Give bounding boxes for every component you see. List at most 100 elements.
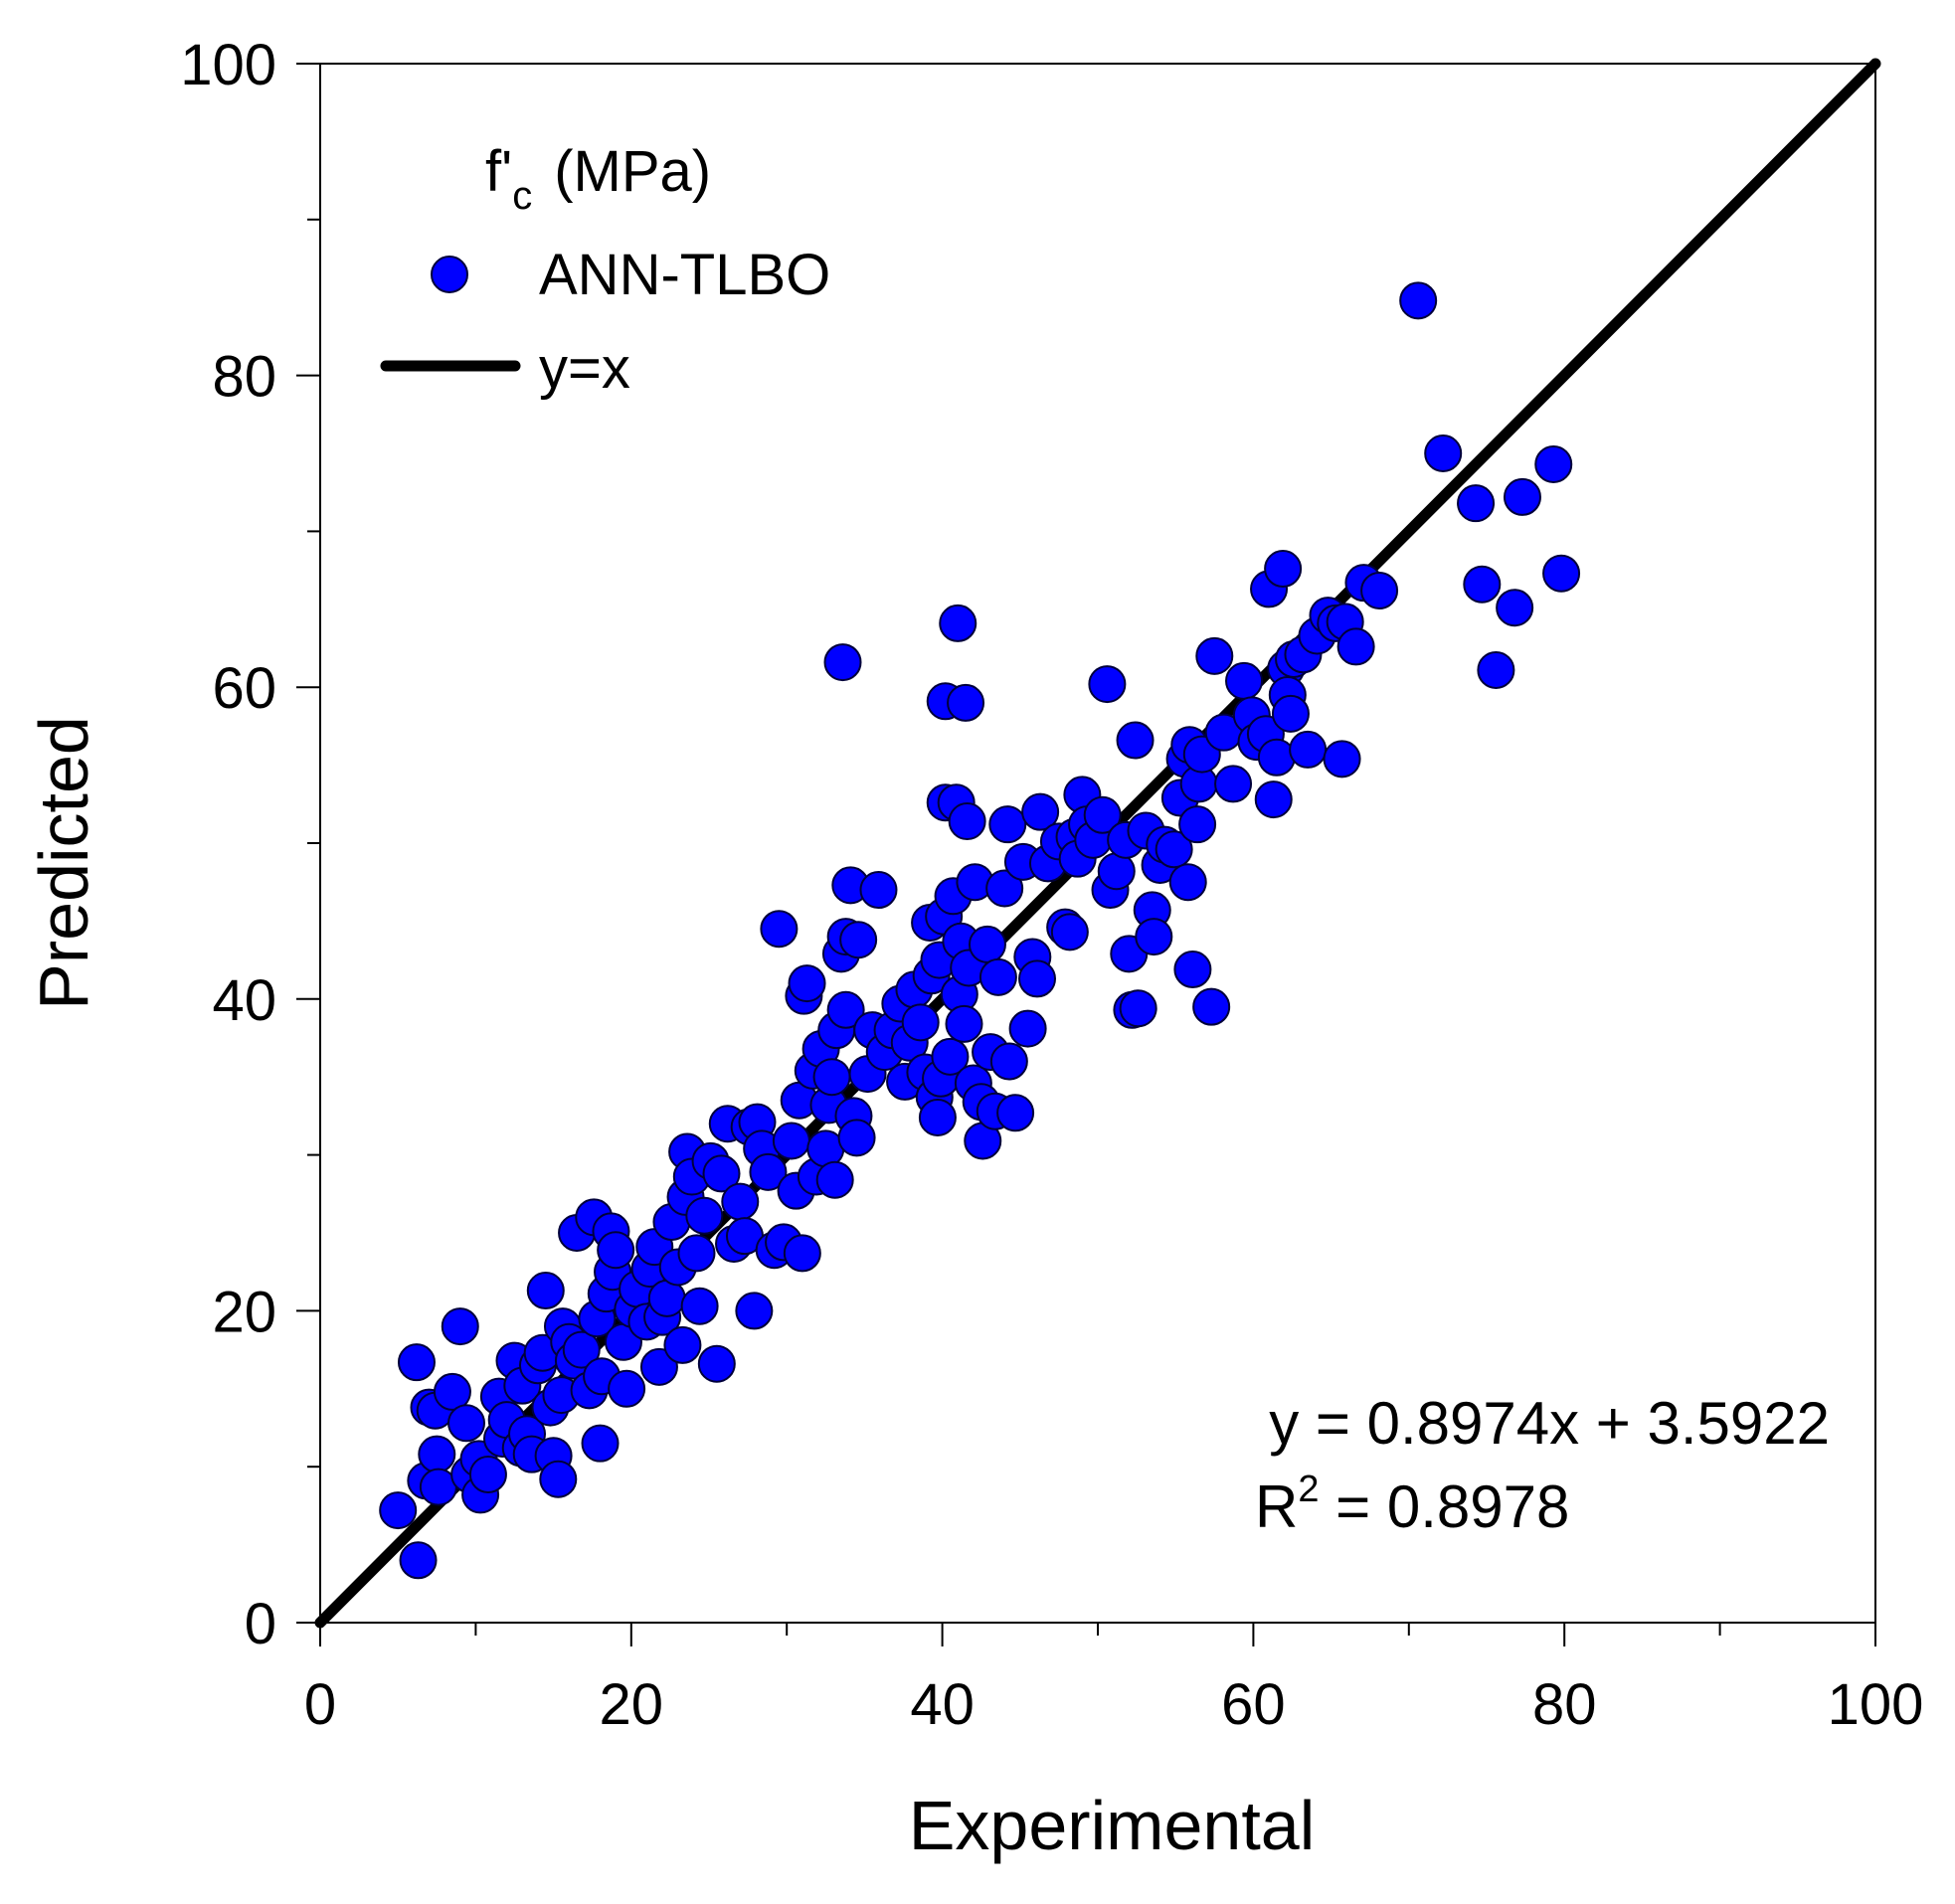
data-point: [702, 1154, 741, 1193]
x-tick-label: 0: [304, 1672, 336, 1737]
data-point: [539, 1460, 578, 1498]
data-point: [608, 1369, 646, 1408]
data-point: [562, 1330, 601, 1369]
data-point: [418, 1435, 456, 1473]
data-point: [1271, 694, 1310, 733]
data-point: [735, 1292, 774, 1330]
y-tick-label: 0: [245, 1592, 276, 1656]
y-tick-label: 60: [212, 656, 276, 721]
data-point: [663, 1325, 702, 1364]
data-point: [1008, 1009, 1047, 1048]
data-point: [1503, 477, 1541, 516]
y-tick-label: 20: [212, 1280, 276, 1344]
data-point: [859, 871, 898, 910]
data-point: [1135, 918, 1173, 956]
data-point: [1119, 989, 1157, 1028]
r-squared-prefix: R: [1255, 1473, 1298, 1540]
data-point: [468, 1456, 507, 1494]
data-point: [1257, 738, 1296, 777]
data-point: [1173, 951, 1212, 989]
data-point: [760, 910, 799, 949]
data-point: [1192, 987, 1231, 1026]
data-point: [685, 1196, 724, 1235]
data-point: [749, 1152, 788, 1191]
data-point: [447, 1404, 486, 1443]
data-point: [968, 925, 1006, 963]
data-point: [1336, 627, 1375, 666]
data-point: [1424, 434, 1463, 472]
data-point: [526, 1272, 565, 1310]
legend-title-main: f': [485, 139, 512, 204]
data-point: [812, 1058, 851, 1097]
data-point: [1018, 959, 1057, 998]
data-point: [639, 1347, 678, 1386]
data-point: [839, 921, 878, 959]
data-point: [1178, 805, 1217, 844]
data-point: [397, 1343, 436, 1382]
data-point: [978, 957, 1017, 996]
legend-label-ann-tlbo: ANN-TLBO: [539, 243, 830, 307]
data-point: [1225, 661, 1264, 700]
data-point: [823, 643, 862, 682]
data-point: [1264, 550, 1303, 589]
x-axis-title: Experimental: [909, 1787, 1316, 1864]
data-point: [837, 1119, 876, 1157]
data-point: [399, 1541, 438, 1580]
data-point: [680, 1287, 719, 1325]
r-squared-superscript: 2: [1298, 1469, 1319, 1510]
data-point: [1323, 740, 1361, 779]
x-tick-label: 60: [1221, 1672, 1286, 1737]
data-point: [721, 1182, 760, 1221]
y-tick-label: 40: [212, 968, 276, 1033]
x-tick-label: 100: [1828, 1672, 1924, 1737]
y-tick-label: 80: [212, 345, 276, 410]
data-point: [597, 1231, 635, 1270]
data-point: [1477, 650, 1515, 689]
data-point: [1214, 765, 1253, 803]
legend-marker-ann-tlbo: [431, 256, 468, 293]
data-point: [1542, 554, 1581, 593]
y-axis-title: Predicted: [25, 716, 102, 1010]
data-point: [989, 1042, 1028, 1081]
data-point: [1360, 571, 1399, 609]
data-point: [783, 1234, 821, 1273]
data-point: [1457, 484, 1496, 523]
data-point: [1021, 792, 1060, 831]
data-point: [1463, 565, 1502, 604]
data-point: [826, 990, 865, 1029]
data-point: [677, 1234, 716, 1273]
data-point: [945, 1004, 983, 1043]
data-point: [815, 1160, 854, 1199]
axis-tick-labels: 00 20 20 40 40 60 60 80 80 100 100: [180, 33, 1923, 1737]
data-point: [1083, 795, 1122, 834]
data-point: [379, 1491, 418, 1530]
data-point: [1289, 730, 1328, 769]
data-point: [1534, 444, 1573, 483]
data-point: [948, 802, 986, 841]
data-point: [1254, 780, 1293, 819]
data-point: [931, 1037, 970, 1076]
data-point: [788, 964, 826, 1003]
data-point: [1155, 830, 1193, 869]
x-tick-label: 80: [1532, 1672, 1597, 1737]
data-point: [697, 1344, 736, 1383]
data-point: [1168, 863, 1207, 902]
data-point: [1399, 281, 1438, 320]
data-point: [918, 1098, 957, 1136]
r-squared-annotation: R2 = 0.8978: [1255, 1469, 1569, 1540]
legend-label-y-equals-x: y=x: [539, 336, 630, 401]
legend: f'c (MPa) ANN-TLBO y=x: [380, 139, 830, 401]
regression-equation: y = 0.8974x + 3.5922: [1269, 1390, 1830, 1457]
x-tick-label: 40: [910, 1672, 975, 1737]
data-point: [1050, 913, 1089, 952]
legend-title-unit: (MPa): [554, 139, 711, 204]
x-tick-label: 20: [600, 1672, 664, 1737]
data-point: [1097, 852, 1136, 891]
legend-title: f'c (MPa): [485, 139, 711, 218]
data-point: [1496, 589, 1534, 627]
y-tick-label: 100: [180, 33, 276, 97]
data-point: [985, 869, 1024, 908]
data-point: [996, 1094, 1035, 1132]
